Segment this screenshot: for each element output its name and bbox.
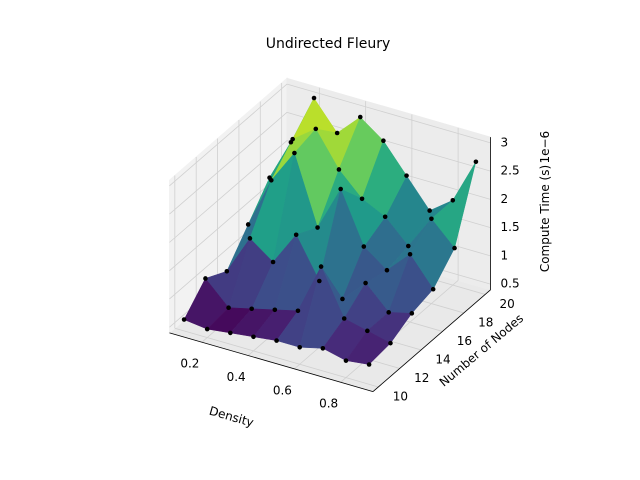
data-point [203,276,208,281]
data-point [429,216,434,222]
grid-line [340,280,459,383]
data-point [341,316,347,321]
z-tick-label: 2.5 [501,164,520,178]
x-axis-line [169,332,374,392]
data-point [340,296,345,302]
grid-line [169,83,288,187]
data-point [430,286,436,292]
y-tick-label: 16 [457,334,472,348]
y-tick-label: 18 [478,315,493,329]
data-point [363,280,368,286]
data-point [297,344,303,350]
data-point [270,259,276,265]
data-point [473,159,479,165]
z-tick-label: 3 [501,135,509,149]
x-tick-label: 0.8 [319,397,338,411]
y-tick-label: 10 [393,389,408,403]
z-tick-label: 1.5 [501,220,520,234]
data-point [384,267,390,273]
data-point [382,214,388,220]
z-offset-label: 1e−6 [538,131,552,164]
data-point [317,278,322,284]
grid-line [286,83,491,144]
y-tick-label: 14 [435,352,450,366]
data-point [388,340,393,346]
data-point [204,326,210,332]
data-point [404,173,409,178]
data-point [311,95,317,101]
z-tick-label: 1 [501,248,509,262]
data-point [315,225,320,230]
grid-line [169,140,288,243]
x-tick-label: 0.2 [180,357,199,371]
grid-line [169,112,288,215]
data-point [274,338,279,343]
x-axis-label: Density [208,404,256,430]
z-tick-label: 2 [501,192,509,206]
data-point [381,138,386,143]
data-point [359,196,365,202]
data-point [247,236,253,241]
data-point [267,175,272,181]
z-tick-label: 0.5 [501,277,520,291]
data-point [427,208,432,213]
data-point [249,306,255,312]
chart-title: Undirected Fleury [266,36,391,52]
data-point [336,167,342,172]
data-point [251,334,256,340]
data-point [224,268,230,274]
y-tick-label: 12 [414,371,429,385]
data-point [228,330,233,336]
data-point [295,308,301,314]
data-point [366,362,372,367]
data-point [272,307,278,313]
data-point [293,232,299,238]
data-point [343,358,349,363]
grid-line [174,327,379,388]
data-point [405,243,411,249]
y-tick-label: 20 [500,297,515,311]
data-point [318,264,324,269]
x-tick-label: 0.6 [273,383,292,397]
z-axis-label: Compute Time (s) [538,165,552,272]
data-point [181,317,187,322]
data-point [245,222,251,227]
data-point [334,130,340,136]
data-point [452,245,457,251]
y-axis-line [372,289,491,392]
data-point [409,311,415,316]
data-point [407,251,413,257]
data-point [226,305,231,311]
data-point [365,328,370,334]
data-point [292,150,297,156]
data-point [361,244,367,249]
data-point [320,346,326,351]
x-tick-label: 0.4 [227,370,246,384]
data-point [357,114,363,120]
data-point [313,126,319,132]
data-point [288,139,294,145]
data-point [386,310,391,315]
data-point [338,186,343,192]
data-point [450,197,456,203]
